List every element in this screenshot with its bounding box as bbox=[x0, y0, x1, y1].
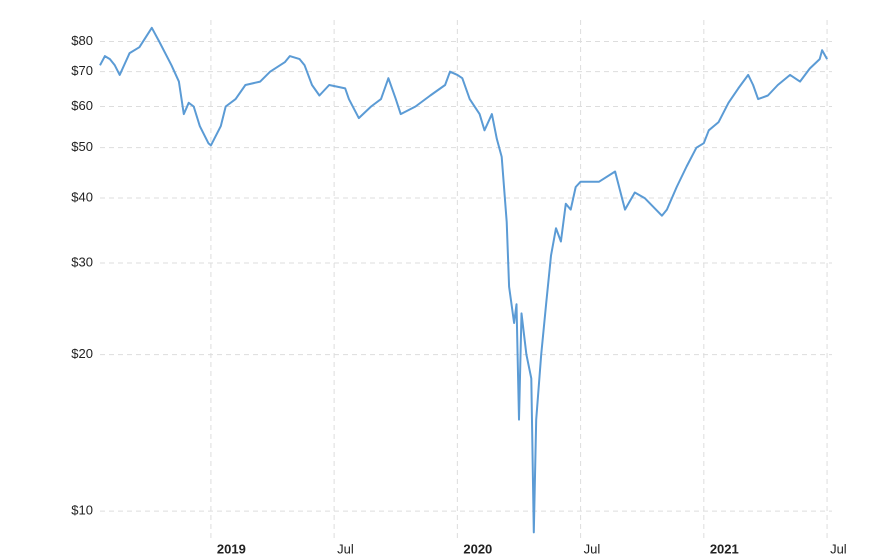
y-tick-label: $30 bbox=[71, 254, 93, 269]
y-tick-label: $80 bbox=[71, 33, 93, 48]
price-line bbox=[99, 26, 828, 534]
y-tick-label: $50 bbox=[71, 139, 93, 154]
x-tick-label: 2021 bbox=[710, 541, 739, 556]
y-tick-label: $20 bbox=[71, 346, 93, 361]
x-tick-label: Jul bbox=[337, 541, 354, 556]
x-tick-label: Jul bbox=[830, 541, 847, 556]
y-tick-label: $70 bbox=[71, 63, 93, 78]
y-tick-label: $10 bbox=[71, 503, 93, 518]
x-tick-label: 2020 bbox=[463, 541, 492, 556]
x-tick-label: 2019 bbox=[217, 541, 246, 556]
y-tick-label: $40 bbox=[71, 189, 93, 204]
y-tick-label: $60 bbox=[71, 98, 93, 113]
x-tick-label: Jul bbox=[584, 541, 601, 556]
